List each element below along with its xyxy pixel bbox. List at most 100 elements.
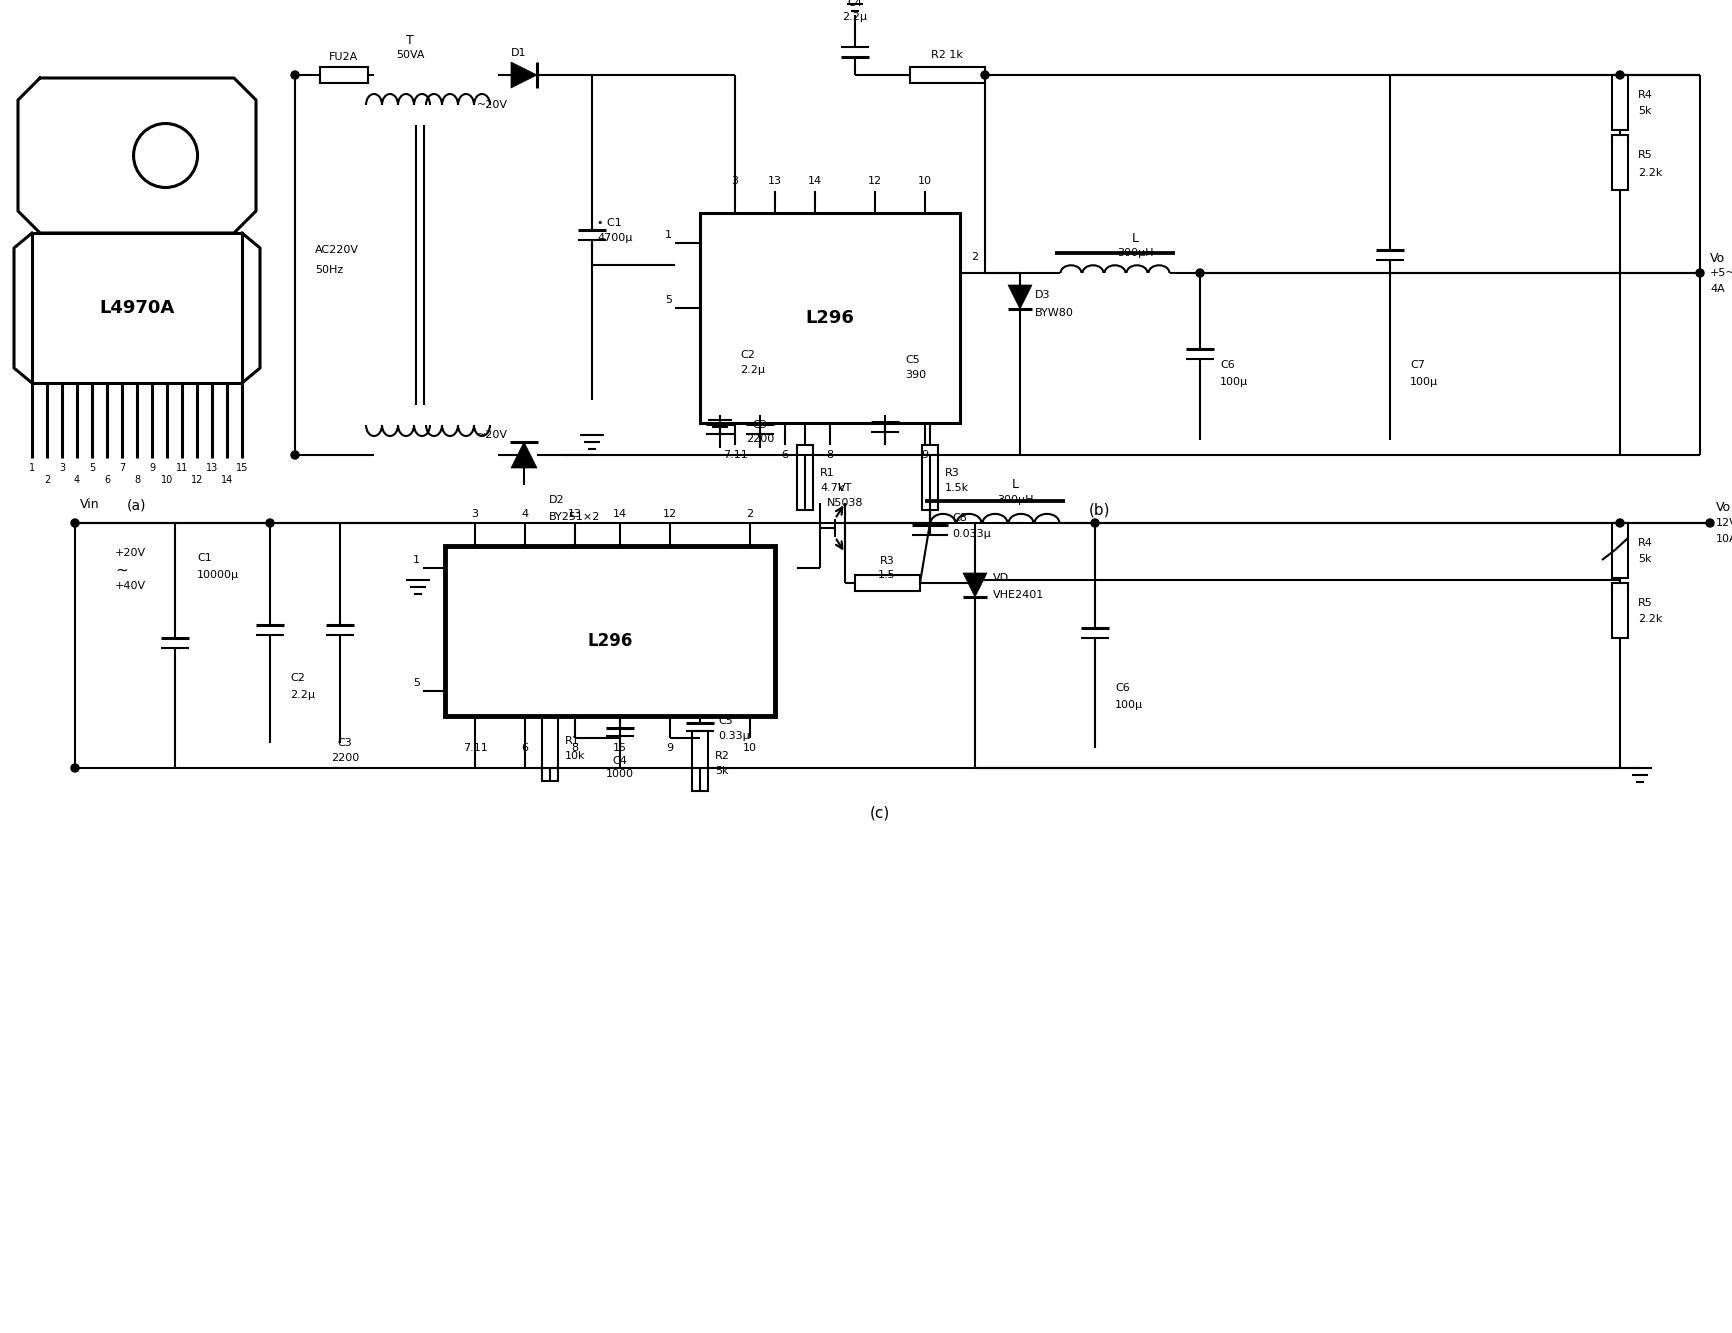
Text: 14: 14: [613, 509, 627, 519]
Bar: [445, 547, 774, 716]
Text: 12: 12: [868, 176, 882, 187]
Text: 11: 11: [175, 463, 189, 473]
Text: 5k: 5k: [1637, 555, 1651, 564]
Circle shape: [71, 519, 80, 527]
Text: 3: 3: [471, 509, 478, 519]
Text: 0.33μ: 0.33μ: [717, 730, 750, 741]
Text: 13: 13: [568, 509, 582, 519]
Text: (c): (c): [869, 805, 890, 821]
Text: C8: C8: [951, 513, 966, 523]
Text: C3: C3: [752, 420, 767, 431]
Text: VD: VD: [992, 573, 1008, 583]
Circle shape: [1614, 71, 1623, 79]
Text: C4: C4: [611, 756, 627, 766]
Text: Vo: Vo: [1709, 252, 1723, 264]
Text: C6: C6: [1219, 360, 1233, 371]
Bar: [797, 445, 812, 511]
Text: 100μ: 100μ: [1410, 377, 1438, 387]
Text: 10: 10: [161, 475, 173, 485]
Text: C5: C5: [904, 355, 920, 365]
Text: 7.11: 7.11: [462, 742, 487, 753]
Bar: [921, 445, 937, 511]
Text: 10: 10: [918, 176, 932, 187]
Text: VT: VT: [837, 483, 852, 493]
Text: 6: 6: [781, 451, 788, 460]
Text: 2.2μ: 2.2μ: [740, 365, 764, 375]
Text: 0.033μ: 0.033μ: [951, 529, 991, 539]
Text: N5038: N5038: [826, 499, 863, 508]
Text: 2.2μ: 2.2μ: [842, 12, 868, 23]
Circle shape: [291, 451, 300, 459]
Text: C2: C2: [289, 673, 305, 682]
Text: R2: R2: [715, 750, 729, 761]
Circle shape: [71, 764, 80, 772]
Text: 1: 1: [665, 231, 672, 240]
Text: +20V: +20V: [114, 548, 145, 559]
Circle shape: [1614, 519, 1623, 527]
Text: 1: 1: [29, 463, 35, 473]
Text: 4: 4: [74, 475, 80, 485]
Polygon shape: [511, 443, 537, 468]
Text: 2: 2: [746, 509, 753, 519]
Text: 1.5: 1.5: [878, 571, 895, 580]
Text: D3: D3: [1034, 291, 1050, 300]
Text: 8: 8: [572, 742, 578, 753]
Circle shape: [1696, 269, 1703, 277]
Text: C2: C2: [740, 351, 755, 360]
Text: D2: D2: [549, 495, 565, 505]
Bar: [1611, 75, 1626, 131]
Text: L296: L296: [805, 309, 854, 327]
Bar: [909, 67, 984, 83]
Text: 100μ: 100μ: [1114, 700, 1143, 710]
Polygon shape: [1008, 285, 1031, 309]
Circle shape: [265, 519, 274, 527]
Text: 1.5k: 1.5k: [944, 483, 968, 493]
Text: 9: 9: [667, 742, 674, 753]
Text: 2.2μ: 2.2μ: [289, 690, 315, 700]
Text: 12: 12: [191, 475, 203, 485]
Text: 15: 15: [236, 463, 248, 473]
Circle shape: [1704, 519, 1713, 527]
Text: L296: L296: [587, 632, 632, 651]
Text: 10: 10: [743, 742, 757, 753]
Bar: [700, 213, 960, 423]
Text: ~20V: ~20V: [476, 431, 507, 440]
Text: +40V: +40V: [114, 581, 145, 591]
Text: R3: R3: [880, 556, 894, 567]
Bar: [854, 575, 920, 591]
Circle shape: [980, 71, 989, 79]
Text: C4: C4: [847, 0, 863, 8]
Text: 300μH: 300μH: [1115, 248, 1152, 259]
Text: R4: R4: [1637, 539, 1652, 548]
Text: R4: R4: [1637, 91, 1652, 100]
Bar: [31, 233, 242, 383]
Text: 5k: 5k: [1637, 107, 1651, 116]
Text: (a): (a): [126, 499, 147, 513]
Text: R1: R1: [819, 468, 835, 479]
Text: 8: 8: [133, 475, 140, 485]
Text: 6: 6: [104, 475, 111, 485]
Text: D1: D1: [511, 48, 527, 59]
Text: C1: C1: [197, 553, 211, 563]
Text: 7: 7: [120, 463, 125, 473]
Text: C5: C5: [717, 716, 733, 726]
Text: 1: 1: [412, 555, 419, 565]
Text: 14: 14: [807, 176, 821, 187]
Text: 50Hz: 50Hz: [315, 265, 343, 275]
Text: 390: 390: [904, 371, 925, 380]
Polygon shape: [511, 63, 537, 88]
Text: (b): (b): [1089, 503, 1110, 517]
Text: BY251×2: BY251×2: [549, 512, 599, 523]
Text: R3: R3: [944, 468, 960, 479]
Text: R5: R5: [1637, 151, 1652, 160]
Text: 3: 3: [731, 176, 738, 187]
Text: 300μH: 300μH: [996, 495, 1032, 505]
Text: • C1: • C1: [596, 219, 622, 228]
Text: ~20V: ~20V: [476, 100, 507, 111]
Text: ~: ~: [114, 563, 128, 577]
Bar: [1611, 523, 1626, 579]
Text: 4A: 4A: [1709, 284, 1723, 295]
Polygon shape: [963, 573, 987, 597]
Text: 5: 5: [412, 678, 419, 688]
Text: C7: C7: [1410, 360, 1424, 371]
